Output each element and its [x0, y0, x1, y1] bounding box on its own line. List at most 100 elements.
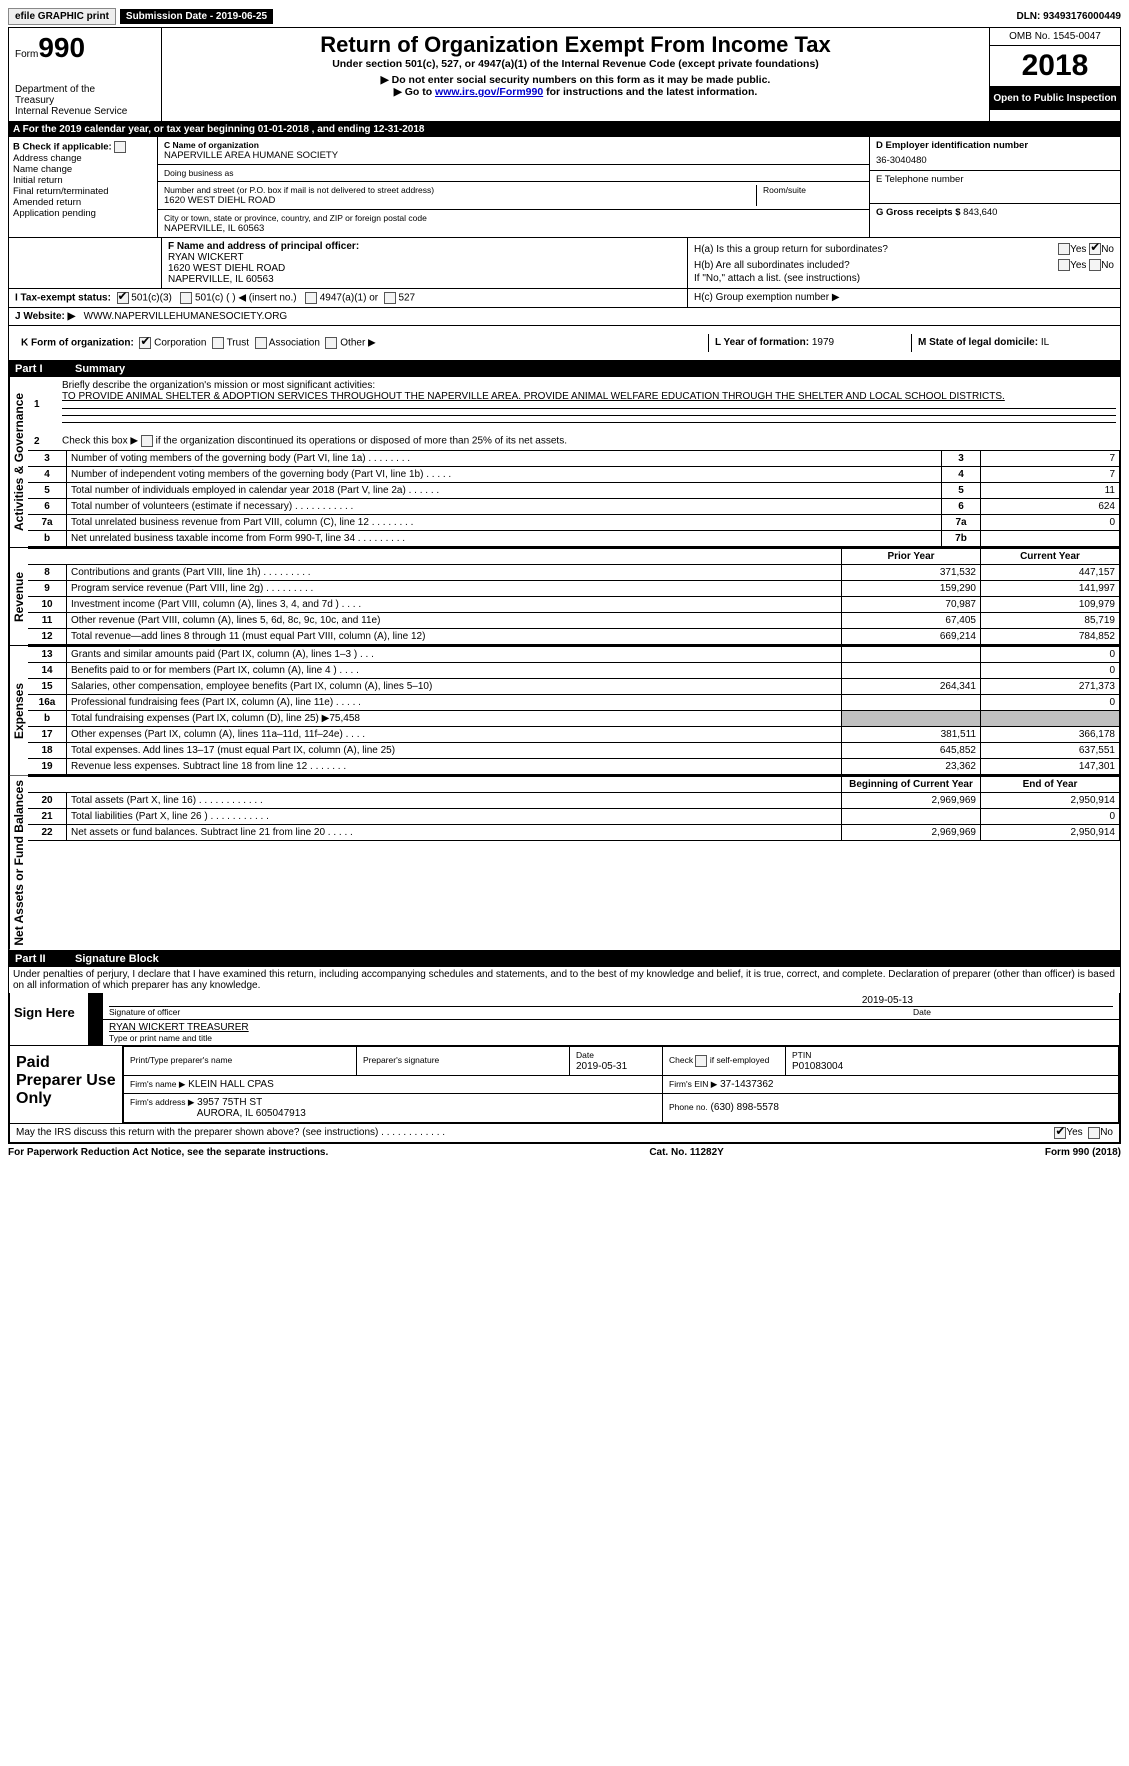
part2-title: Signature Block	[75, 953, 159, 965]
ha-lbl: H(a) Is this a group return for subordin…	[694, 244, 1058, 255]
col-c: C Name of organization NAPERVILLE AREA H…	[158, 137, 869, 237]
form-container: Form990 Department of the Treasury Inter…	[8, 27, 1121, 1144]
hb-no-chk[interactable]	[1089, 259, 1101, 271]
officer-printed: RYAN WICKERT TREASURER	[109, 1022, 1113, 1033]
firm-phone-lbl: Phone no.	[669, 1102, 708, 1112]
irs-link[interactable]: www.irs.gov/Form990	[435, 86, 543, 98]
sig-date-lbl: Date	[913, 1007, 1113, 1017]
header-row: Prior YearCurrent Year	[28, 549, 1120, 565]
k-trust-chk[interactable]	[212, 337, 224, 349]
form-num: 990	[38, 32, 85, 63]
m-lbl: M State of legal domicile:	[918, 337, 1038, 348]
k-corp: Corporation	[154, 338, 206, 349]
dept-1: Department of the	[15, 84, 155, 95]
gross-val: 843,640	[963, 207, 997, 218]
top-bar: efile GRAPHIC print Submission Date - 20…	[8, 8, 1121, 25]
i-501c3-chk[interactable]	[117, 292, 129, 304]
side-revenue: Revenue	[9, 548, 28, 645]
hb-yes-chk[interactable]	[1058, 259, 1070, 271]
firm-ein: 37-1437362	[720, 1079, 773, 1090]
discuss-no-chk[interactable]	[1088, 1127, 1100, 1139]
data-row: 19Revenue less expenses. Subtract line 1…	[28, 759, 1120, 775]
type-lbl: Type or print name and title	[109, 1033, 1113, 1043]
gross-lbl: G Gross receipts $	[876, 207, 960, 218]
k-trust: Trust	[227, 338, 249, 349]
sig-officer-lbl: Signature of officer	[109, 1007, 913, 1017]
goto-post: for instructions and the latest informat…	[543, 86, 757, 98]
gov-row: 5Total number of individuals employed in…	[28, 483, 1120, 499]
ha-no-chk[interactable]	[1089, 243, 1101, 255]
form-subtitle: Under section 501(c), 527, or 4947(a)(1)…	[166, 58, 985, 70]
preparer-table: Print/Type preparer's name Preparer's si…	[123, 1046, 1119, 1123]
discuss-no: No	[1100, 1127, 1113, 1139]
paid-preparer-block: Paid Preparer Use Only Print/Type prepar…	[9, 1046, 1120, 1124]
ha-no: No	[1101, 244, 1114, 255]
m-val: IL	[1041, 337, 1049, 348]
line2-chk[interactable]	[141, 435, 153, 447]
side-expenses: Expenses	[9, 646, 28, 775]
firm-ein-lbl: Firm's EIN ▶	[669, 1079, 717, 1089]
dept-2: Treasury	[15, 95, 155, 106]
c-dba-lbl: Doing business as	[164, 168, 863, 178]
ein-lbl: D Employer identification number	[876, 140, 1114, 151]
i-501c-chk[interactable]	[180, 292, 192, 304]
data-row: 18Total expenses. Add lines 13–17 (must …	[28, 743, 1120, 759]
i-501c3: 501(c)(3)	[131, 293, 172, 304]
paid-lbl: Paid Preparer Use Only	[10, 1046, 123, 1123]
firm-addr-lbl: Firm's address ▶	[130, 1097, 194, 1107]
section-revenue: Revenue Prior YearCurrent Year8Contribut…	[9, 548, 1120, 646]
ha-yes-chk[interactable]	[1058, 243, 1070, 255]
c-street-lbl: Number and street (or P.O. box if mail i…	[164, 185, 756, 195]
dln: DLN: 93493176000449	[1016, 11, 1121, 22]
footer-right: Form 990 (2018)	[1045, 1147, 1121, 1158]
self-emp-chk[interactable]	[695, 1055, 707, 1067]
officer-addr1: 1620 WEST DIEHL ROAD	[168, 263, 681, 274]
col-deg: D Employer identification number 36-3040…	[869, 137, 1120, 237]
data-row: 13Grants and similar amounts paid (Part …	[28, 647, 1120, 663]
note-ssn: ▶ Do not enter social security numbers o…	[166, 74, 985, 86]
section-expenses: Expenses 13Grants and similar amounts pa…	[9, 646, 1120, 776]
data-row: 22Net assets or fund balances. Subtract …	[28, 825, 1120, 841]
open-public: Open to Public Inspection	[990, 87, 1120, 110]
prep-name-lbl: Print/Type preparer's name	[130, 1055, 232, 1065]
part2-num: Part II	[15, 953, 75, 965]
firm-name: KLEIN HALL CPAS	[188, 1079, 274, 1090]
efile-button[interactable]: efile GRAPHIC print	[8, 8, 116, 25]
j-lbl: J Website: ▶	[15, 311, 75, 322]
b-chk-applicable[interactable]	[114, 141, 126, 153]
data-row: 9Program service revenue (Part VIII, lin…	[28, 581, 1120, 597]
website: WWW.NAPERVILLEHUMANESOCIETY.ORG	[84, 311, 288, 322]
hb-note: If "No," attach a list. (see instruction…	[694, 273, 1114, 284]
gov-row: 7aTotal unrelated business revenue from …	[28, 515, 1120, 531]
c-city-lbl: City or town, state or province, country…	[164, 213, 863, 223]
header-row: Beginning of Current YearEnd of Year	[28, 777, 1120, 793]
prep-row-1: Print/Type preparer's name Preparer's si…	[124, 1046, 1119, 1075]
i-527: 527	[398, 293, 415, 304]
officer-name: RYAN WICKERT	[168, 252, 681, 263]
i-527-chk[interactable]	[384, 292, 396, 304]
prep-sig-lbl: Preparer's signature	[363, 1055, 439, 1065]
side-governance: Activities & Governance	[9, 377, 28, 547]
form-header: Form990 Department of the Treasury Inter…	[9, 28, 1120, 122]
page-footer: For Paperwork Reduction Act Notice, see …	[8, 1144, 1121, 1158]
k-corp-chk[interactable]	[139, 337, 151, 349]
data-row: 20Total assets (Part X, line 16) . . . .…	[28, 793, 1120, 809]
k-other-chk[interactable]	[325, 337, 337, 349]
submission-date: Submission Date - 2019-06-25	[120, 9, 273, 24]
discuss-yes-chk[interactable]	[1054, 1127, 1066, 1139]
i-4947-chk[interactable]	[305, 292, 317, 304]
l-val: 1979	[812, 337, 834, 348]
omb: OMB No. 1545-0047	[990, 28, 1120, 46]
i-4947: 4947(a)(1) or	[320, 293, 378, 304]
k-other: Other ▶	[340, 338, 375, 349]
hc-lbl: H(c) Group exemption number ▶	[687, 289, 1120, 307]
row-klm: K Form of organization: Corporation Trus…	[9, 326, 1120, 361]
revenue-table: Prior YearCurrent Year8Contributions and…	[28, 548, 1120, 645]
block-bcdeg: B Check if applicable: Address change Na…	[9, 137, 1120, 238]
firm-addr1: 3957 75TH ST	[197, 1097, 262, 1108]
ha-yes: Yes	[1070, 244, 1086, 255]
note-goto: ▶ Go to www.irs.gov/Form990 for instruct…	[166, 86, 985, 98]
k-assoc-chk[interactable]	[255, 337, 267, 349]
b-name-change: Name change	[13, 164, 153, 175]
side-net: Net Assets or Fund Balances	[9, 776, 28, 950]
